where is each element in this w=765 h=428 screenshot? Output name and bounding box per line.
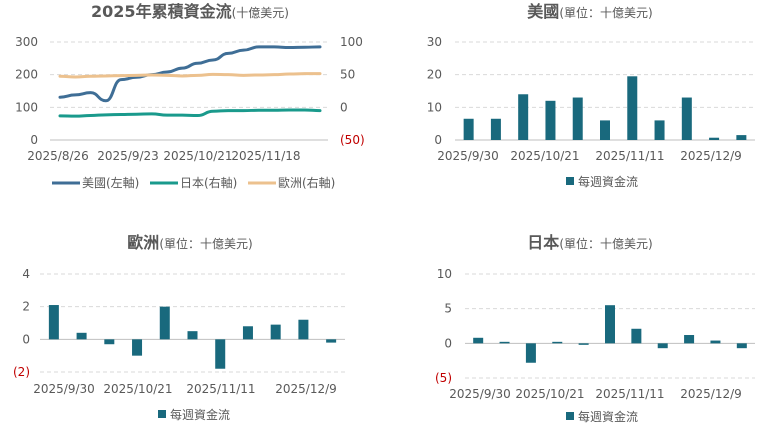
japan-weekly-flow-chart: 日本(單位：十億美元) (5) 0 5 10 2025/9/30 2025/10/21 202…: [435, 233, 755, 424]
x-tick-label: 2025/12/9: [680, 387, 742, 401]
bar: [215, 339, 226, 369]
bar: [710, 340, 721, 344]
legend-label: 日本(右軸): [180, 175, 237, 190]
x-tick-label: 2025/11/18: [231, 149, 300, 163]
x-tick-label: 2025/11/11: [186, 382, 255, 396]
legend-swatch: [158, 410, 166, 418]
legend-label: 歐洲(右軸): [278, 175, 335, 190]
bar: [736, 343, 747, 349]
x-tick-label: 2025/12/9: [680, 149, 742, 163]
y-left-tick-label: 100: [15, 100, 38, 114]
y-tick-label: 0: [434, 133, 442, 147]
bar: [159, 306, 170, 340]
x-tick-label: 2025/9/23: [97, 149, 159, 163]
bar: [518, 94, 529, 140]
y-tick-label: 4: [22, 267, 30, 281]
chart-title: 美國(單位：十億美元): [527, 2, 652, 21]
bar: [48, 305, 59, 340]
bar: [681, 97, 692, 140]
y-tick-label: (5): [435, 371, 452, 385]
y-tick-label: (2): [13, 365, 30, 379]
legend-swatch: [566, 177, 574, 185]
bar: [605, 305, 615, 344]
x-tick-label: 2025/10/21: [163, 149, 232, 163]
y-tick-label: 10: [427, 100, 442, 114]
y-tick-label: 10: [437, 267, 452, 281]
y-tick-label: 0: [444, 336, 452, 350]
legend-label: 美國(左軸): [82, 175, 139, 190]
y-tick-label: 0: [22, 332, 30, 346]
legend-swatch: [566, 412, 574, 420]
bar: [736, 135, 747, 140]
y-left-tick-label: 300: [15, 35, 38, 49]
y-tick-label: 2: [22, 300, 30, 314]
series-line-1: [58, 108, 322, 118]
series-line-2: [58, 72, 322, 79]
bar: [490, 118, 501, 140]
bar: [463, 118, 474, 140]
bar: [654, 120, 665, 140]
bar: [242, 326, 253, 340]
bar: [552, 341, 563, 344]
legend-label: 每週資金流: [170, 407, 230, 422]
chart-title: 歐洲(單位：十億美元): [127, 233, 252, 252]
bar: [76, 332, 87, 340]
x-tick-label: 2025/9/30: [33, 382, 95, 396]
y-right-tick-label: 100: [340, 35, 363, 49]
chart-title: 2025年累積資金流(十億美元): [91, 2, 289, 21]
bar: [684, 335, 695, 344]
x-tick-label: 2025/10/21: [515, 387, 584, 401]
bar: [499, 341, 510, 344]
bar: [600, 120, 610, 140]
legend-label: 每週資金流: [578, 174, 638, 189]
bar: [270, 324, 281, 340]
x-tick-label: 2025/9/30: [437, 149, 499, 163]
x-tick-label: 2025/12/9: [275, 382, 337, 396]
y-tick-label: 30: [427, 35, 442, 49]
cumulative-flow-chart: 2025年累積資金流(十億美元) 0 100 200 300 (50) 0 50 100 2025…: [15, 2, 365, 190]
bar: [326, 339, 337, 343]
bar: [657, 343, 668, 349]
x-tick-label: 2025/10/21: [510, 149, 579, 163]
bar: [709, 137, 720, 140]
bar: [525, 343, 536, 363]
series-line-0: [58, 45, 322, 103]
y-right-tick-label: 0: [340, 100, 348, 114]
bar: [104, 339, 115, 345]
x-tick-label: 2025/11/11: [595, 149, 664, 163]
bar: [572, 97, 583, 140]
bar: [298, 319, 309, 340]
bar: [545, 100, 556, 140]
y-right-tick-label: (50): [340, 133, 365, 147]
us-weekly-flow-chart: 美國(單位：十億美元) 0 10 20 30 2025/9/30 2025/10/21 202…: [427, 2, 755, 189]
x-tick-label: 2025/9/30: [449, 387, 511, 401]
y-left-tick-label: 0: [30, 133, 38, 147]
x-tick-label: 2025/10/21: [103, 382, 172, 396]
bar: [578, 343, 589, 345]
bar: [473, 337, 484, 344]
y-tick-label: 20: [427, 68, 442, 82]
y-left-tick-label: 200: [15, 68, 38, 82]
chart-title: 日本(單位：十億美元): [527, 233, 652, 252]
europe-weekly-flow-chart: 歐洲(單位：十億美元) (2) 0 2 4 2025/9/30 2025/10/21 2025…: [13, 233, 345, 422]
bar: [132, 339, 143, 356]
x-tick-label: 2025/8/26: [27, 149, 89, 163]
legend-label: 每週資金流: [578, 409, 638, 424]
x-tick-label: 2025/11/11: [595, 387, 664, 401]
bar: [631, 328, 642, 344]
y-right-tick-label: 50: [340, 68, 355, 82]
bar: [627, 76, 638, 140]
bar: [187, 331, 198, 340]
y-tick-label: 5: [444, 302, 452, 316]
